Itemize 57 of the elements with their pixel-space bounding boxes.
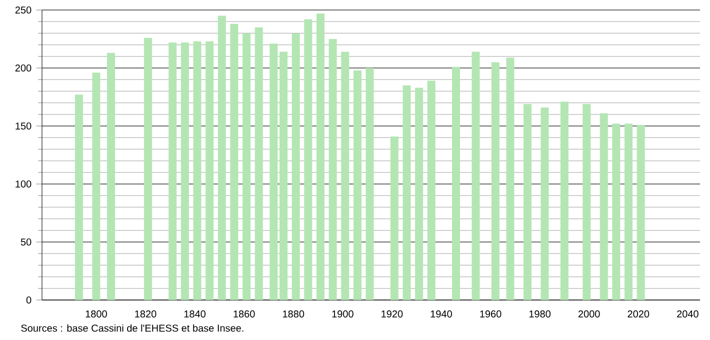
y-tick-label: 200 <box>15 64 32 72</box>
bar <box>636 124 645 300</box>
x-tick-label: 2040 <box>677 310 698 318</box>
source-note: Sources : base Cassini de l'EHESS et base Insee. <box>21 324 244 332</box>
bar <box>92 72 100 300</box>
x-tick-label: 1820 <box>135 310 156 318</box>
y-tick-label: 250 <box>15 6 32 14</box>
x-tick-label: 1900 <box>332 310 354 318</box>
bar <box>402 85 411 300</box>
bar <box>366 68 374 300</box>
bar <box>230 24 238 300</box>
bar <box>612 124 620 300</box>
bar <box>206 41 214 300</box>
bar <box>624 124 633 300</box>
bar <box>427 80 436 300</box>
y-tick-label: 100 <box>16 180 32 188</box>
y-tick-label: 50 <box>20 238 32 246</box>
x-tick-label: 1920 <box>382 310 403 318</box>
bar <box>218 16 226 300</box>
x-tick-label: 1880 <box>283 310 304 318</box>
bar <box>242 33 251 300</box>
bar <box>144 38 152 300</box>
x-tick-label: 1940 <box>430 310 452 318</box>
bar <box>582 104 591 300</box>
bar <box>292 33 300 300</box>
bar <box>304 19 312 300</box>
bar <box>452 66 460 300</box>
bar <box>270 44 278 300</box>
bar <box>491 62 500 300</box>
y-tick-label: 0 <box>26 296 32 304</box>
bar <box>193 41 202 300</box>
bar <box>415 88 424 300</box>
bar <box>316 13 324 300</box>
x-tick-label: 1800 <box>86 310 107 318</box>
bar <box>600 113 608 300</box>
bar <box>254 27 263 300</box>
bar <box>180 42 189 300</box>
y-tick-label: 150 <box>16 122 32 130</box>
bar <box>280 52 288 300</box>
x-tick-label: 2000 <box>578 310 600 318</box>
bar <box>390 136 398 300</box>
bar <box>560 102 568 300</box>
x-tick-label: 1860 <box>234 310 255 318</box>
bar <box>341 52 350 300</box>
x-tick-label: 2020 <box>628 310 650 318</box>
bar <box>74 94 83 300</box>
bar <box>540 107 549 300</box>
x-tick-label: 1980 <box>529 310 551 318</box>
bar <box>353 70 362 300</box>
x-tick-label: 1840 <box>184 310 206 318</box>
bar <box>506 58 514 300</box>
x-tick-label: 1960 <box>480 310 502 318</box>
bar <box>472 52 480 300</box>
bar <box>523 104 532 300</box>
bar <box>107 52 116 300</box>
bar <box>328 39 337 300</box>
bar <box>168 42 177 300</box>
